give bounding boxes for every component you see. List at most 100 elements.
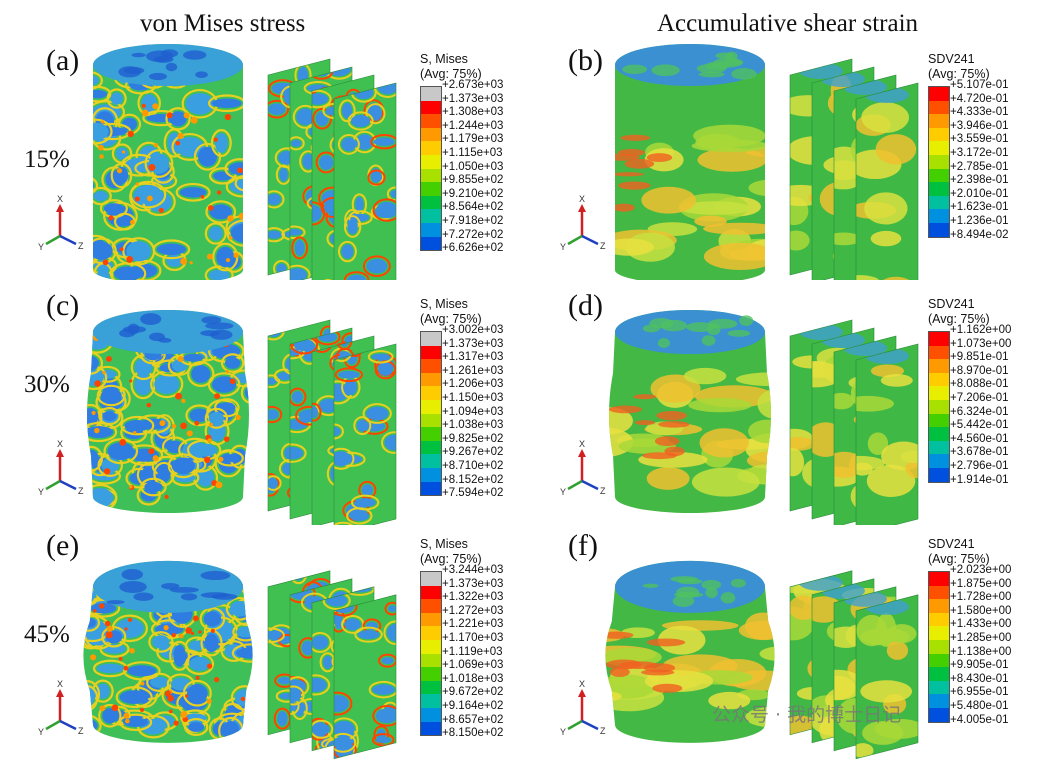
legend-value: +8.430e-01 bbox=[950, 673, 1011, 687]
legend-value: +1.094e+03 bbox=[442, 406, 503, 420]
sdv-slices bbox=[772, 571, 925, 759]
legend-value: +8.494e-02 bbox=[950, 229, 1009, 243]
title-von-mises: von Mises stress bbox=[140, 10, 305, 38]
legend-value: +1.069e+03 bbox=[442, 659, 503, 673]
legend-value: +1.261e+03 bbox=[442, 365, 503, 379]
legend-value: +7.594e+02 bbox=[442, 487, 503, 501]
axis-label-x: X bbox=[57, 439, 63, 449]
legend-value: +9.851e-01 bbox=[950, 351, 1011, 365]
legend-color-band bbox=[929, 427, 949, 441]
legend-color-band bbox=[421, 87, 441, 101]
legend-value: +4.333e-01 bbox=[950, 106, 1009, 120]
mises-legend: S, Mises(Avg: 75%)+3.002e+03+1.373e+03+1… bbox=[420, 297, 482, 327]
legend-color-band bbox=[929, 654, 949, 668]
legend-value: +1.150e+03 bbox=[442, 392, 503, 406]
sdv-slices bbox=[773, 59, 920, 280]
mises-legend: S, Mises(Avg: 75%)+2.673e+03+1.373e+03+1… bbox=[420, 52, 482, 82]
legend-value: +2.398e-01 bbox=[950, 174, 1009, 188]
mises-legend: S, Mises(Avg: 75%)+3.244e+03+1.373e+03+1… bbox=[420, 537, 482, 567]
legend-color-band bbox=[929, 332, 949, 346]
panel-label: (f) bbox=[568, 529, 598, 563]
legend-color-band bbox=[929, 572, 949, 586]
axis-label-y: Y bbox=[560, 487, 566, 497]
legend-color-band bbox=[929, 400, 949, 414]
legend-color-band bbox=[421, 708, 441, 722]
strain-percent-label: 15% bbox=[24, 146, 70, 174]
legend-value: +9.855e+02 bbox=[442, 174, 503, 188]
legend-color-band bbox=[421, 572, 441, 586]
legend-value: +1.170e+03 bbox=[442, 632, 503, 646]
legend-color-band bbox=[929, 359, 949, 373]
axis-label-y: Y bbox=[38, 487, 44, 497]
strain-percent-label: 45% bbox=[24, 621, 70, 649]
axis-label-x: X bbox=[579, 439, 585, 449]
legend-color-bar bbox=[420, 331, 442, 496]
section-slice bbox=[325, 334, 406, 525]
legend-color-band bbox=[421, 101, 441, 115]
legend-value: +3.559e-01 bbox=[950, 134, 1009, 148]
legend-value: +8.710e+02 bbox=[442, 460, 503, 474]
legend-value: +1.236e-01 bbox=[950, 215, 1009, 229]
legend-header: S, Mises bbox=[420, 52, 482, 67]
legend-value: +1.162e+00 bbox=[950, 324, 1011, 338]
legend-header: SDV241 bbox=[928, 297, 990, 312]
legend-color-band bbox=[929, 155, 949, 169]
legend-color-band bbox=[929, 373, 949, 387]
sdv-legend: SDV241(Avg: 75%)+1.162e+00+1.073e+00+9.8… bbox=[928, 297, 990, 327]
legend-value: +1.244e+03 bbox=[442, 120, 503, 134]
legend-color-band bbox=[421, 346, 441, 360]
legend-color-band bbox=[421, 722, 441, 736]
legend-color-bar bbox=[420, 571, 442, 736]
legend-color-band bbox=[929, 209, 949, 223]
legend-value: +9.905e-01 bbox=[950, 659, 1011, 673]
axis-label-y: Y bbox=[560, 727, 566, 737]
legend-value: +8.150e+02 bbox=[442, 727, 503, 741]
legend-color-band bbox=[929, 128, 949, 142]
legend-value: +1.221e+03 bbox=[442, 619, 503, 633]
legend-color-band bbox=[421, 654, 441, 668]
legend-value: +9.672e+02 bbox=[442, 687, 503, 701]
legend-color-bar bbox=[420, 86, 442, 251]
legend-value: +4.560e-01 bbox=[950, 433, 1011, 447]
legend-header: SDV241 bbox=[928, 52, 990, 67]
legend-header: SDV241 bbox=[928, 537, 990, 552]
legend-color-band bbox=[421, 454, 441, 468]
legend-color-band bbox=[421, 640, 441, 654]
legend-color-band bbox=[421, 155, 441, 169]
legend-color-band bbox=[929, 599, 949, 613]
legend-value: +5.107e-01 bbox=[950, 79, 1009, 93]
panel-label: (e) bbox=[46, 529, 79, 563]
legend-color-band bbox=[929, 626, 949, 640]
legend-value: +2.785e-01 bbox=[950, 161, 1009, 175]
legend-value: +1.317e+03 bbox=[442, 351, 503, 365]
panel-label: (d) bbox=[568, 289, 603, 323]
legend-color-band bbox=[929, 87, 949, 101]
legend-color-band bbox=[929, 114, 949, 128]
legend-value: +3.172e-01 bbox=[950, 147, 1009, 161]
legend-value: +2.673e+03 bbox=[442, 79, 503, 93]
legend-value: +1.073e+00 bbox=[950, 338, 1011, 352]
axis-label-z: Z bbox=[600, 726, 606, 736]
legend-color-band bbox=[929, 414, 949, 428]
axis-label-y: Y bbox=[38, 242, 44, 252]
legend-color-band bbox=[929, 169, 949, 183]
legend-color-band bbox=[421, 694, 441, 708]
axis-label-x: X bbox=[57, 679, 63, 689]
legend-color-band bbox=[421, 196, 441, 210]
legend-value: +5.442e-01 bbox=[950, 419, 1011, 433]
legend-value: +2.796e-01 bbox=[950, 460, 1011, 474]
legend-color-band bbox=[421, 237, 441, 251]
legend-value: +1.119e+03 bbox=[442, 646, 503, 660]
legend-color-band bbox=[421, 441, 441, 455]
panel-label: (b) bbox=[568, 44, 603, 78]
legend-value: +7.272e+02 bbox=[442, 229, 503, 243]
legend-value: +1.373e+03 bbox=[442, 93, 503, 107]
legend-value: +1.038e+03 bbox=[442, 419, 503, 433]
legend-color-band bbox=[421, 681, 441, 695]
